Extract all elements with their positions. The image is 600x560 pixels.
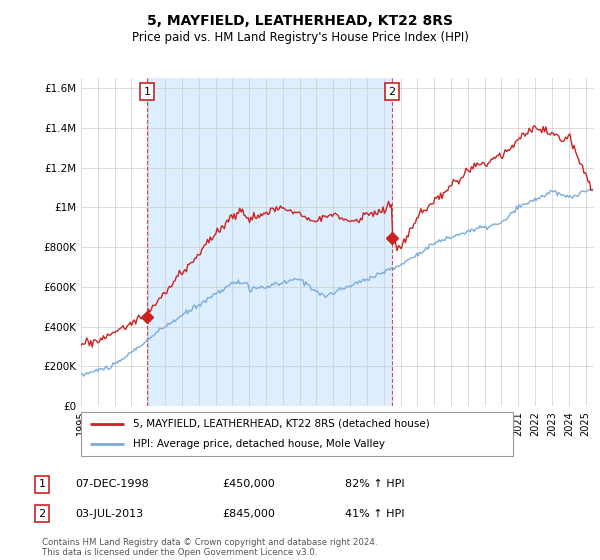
Text: 1: 1	[143, 87, 151, 96]
Text: 5, MAYFIELD, LEATHERHEAD, KT22 8RS: 5, MAYFIELD, LEATHERHEAD, KT22 8RS	[147, 14, 453, 28]
Text: 07-DEC-1998: 07-DEC-1998	[75, 479, 149, 489]
Text: 2: 2	[38, 508, 46, 519]
Text: HPI: Average price, detached house, Mole Valley: HPI: Average price, detached house, Mole…	[133, 439, 385, 449]
Text: 82% ↑ HPI: 82% ↑ HPI	[345, 479, 404, 489]
Text: £845,000: £845,000	[222, 508, 275, 519]
Text: 2: 2	[389, 87, 396, 96]
Text: £450,000: £450,000	[222, 479, 275, 489]
Text: 41% ↑ HPI: 41% ↑ HPI	[345, 508, 404, 519]
FancyBboxPatch shape	[81, 412, 513, 456]
Text: Contains HM Land Registry data © Crown copyright and database right 2024.
This d: Contains HM Land Registry data © Crown c…	[42, 538, 377, 557]
Text: 5, MAYFIELD, LEATHERHEAD, KT22 8RS (detached house): 5, MAYFIELD, LEATHERHEAD, KT22 8RS (deta…	[133, 419, 430, 429]
Bar	[147, 78, 392, 406]
Text: 1: 1	[38, 479, 46, 489]
Text: Price paid vs. HM Land Registry's House Price Index (HPI): Price paid vs. HM Land Registry's House …	[131, 31, 469, 44]
Text: 03-JUL-2013: 03-JUL-2013	[75, 508, 143, 519]
